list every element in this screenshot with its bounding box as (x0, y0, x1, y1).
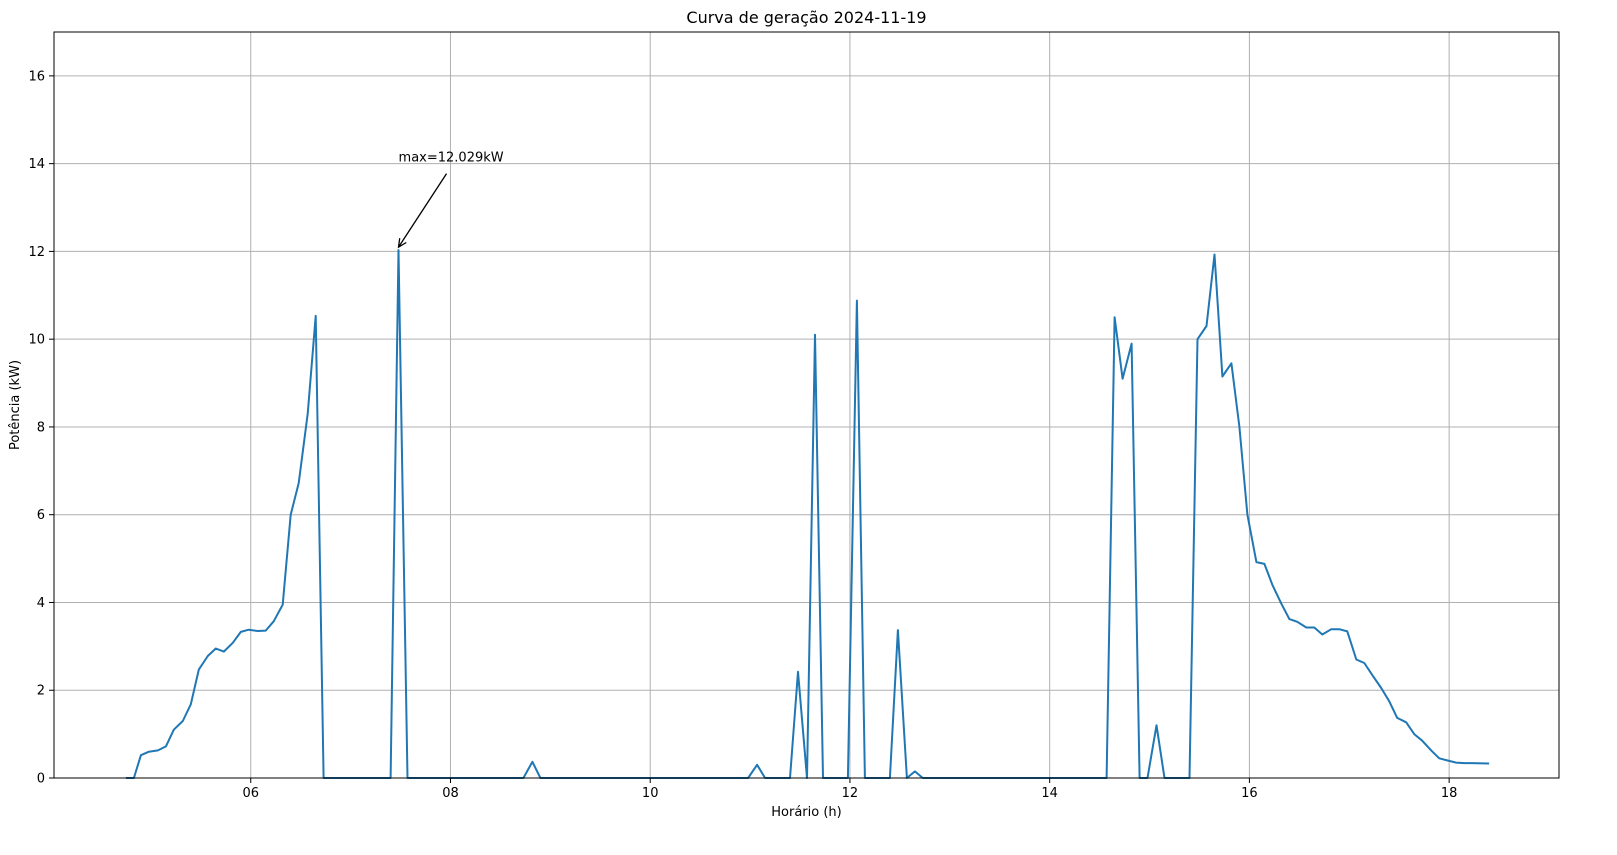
annotation: max=12.029kW (397, 151, 504, 249)
max-annotation-arrowhead (397, 238, 407, 249)
y-tick-label: 16 (28, 69, 45, 84)
y-axis-label: Potência (kW) (8, 360, 23, 450)
y-tick-label: 14 (28, 157, 45, 172)
plot-frame (53, 31, 1560, 779)
y-tick-label: 6 (37, 508, 45, 523)
y-tick-label: 0 (37, 772, 45, 787)
y-tick-label: 8 (37, 420, 45, 435)
y-tick-label: 2 (37, 684, 45, 699)
x-tick-label: 14 (1041, 786, 1058, 801)
x-tick-label: 12 (842, 786, 859, 801)
chart-title: Curva de geração 2024-11-19 (686, 8, 926, 27)
y-tick-label: 10 (28, 333, 45, 348)
x-axis-label: Horário (h) (771, 805, 841, 820)
x-tick-label: 10 (642, 786, 659, 801)
max-annotation-label: max=12.029kW (399, 151, 504, 166)
y-tick-label: 12 (28, 245, 45, 260)
x-tick-label: 08 (442, 786, 459, 801)
y-tick-label: 4 (37, 596, 45, 611)
x-tick-label: 16 (1241, 786, 1258, 801)
max-annotation-arrow (397, 173, 448, 248)
x-tick-label: 18 (1441, 786, 1458, 801)
x-tick-label: 06 (242, 786, 259, 801)
ticks: 06 08 10 12 14 16 18 0 2 4 6 8 10 12 14 16 (28, 69, 1457, 801)
